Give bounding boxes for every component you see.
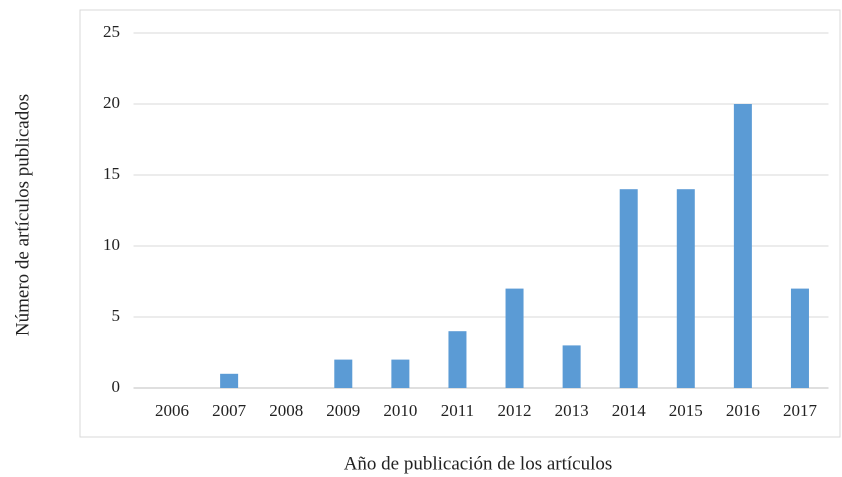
y-tick-label: 10: [103, 235, 120, 254]
x-tick-label: 2006: [155, 401, 189, 420]
x-tick-label: 2014: [612, 401, 647, 420]
y-tick-label: 0: [112, 377, 121, 396]
bar: [619, 189, 638, 388]
x-tick-label: 2008: [269, 401, 303, 420]
y-tick-label: 20: [103, 93, 120, 112]
x-tick-label: 2010: [383, 401, 417, 420]
plot-frame: [79, 9, 841, 438]
x-tick-label: 2012: [498, 401, 532, 420]
bar: [391, 359, 410, 388]
bar: [733, 104, 752, 388]
x-tick-label: 2013: [555, 401, 589, 420]
x-tick-label: 2016: [726, 401, 760, 420]
x-axis-title: Año de publicación de los artículos: [344, 453, 613, 474]
x-tick-label: 2007: [212, 401, 247, 420]
y-tick-label: 15: [103, 164, 120, 183]
bar: [505, 288, 524, 388]
x-tick-label: 2011: [441, 401, 474, 420]
x-tick-label: 2017: [783, 401, 818, 420]
y-tick-label: 25: [103, 22, 120, 41]
y-axis-title: Número de artículos publicados: [12, 94, 33, 336]
x-tick-label: 2009: [326, 401, 360, 420]
bar: [790, 288, 809, 388]
bar: [676, 189, 695, 388]
bar: [448, 331, 467, 388]
bar: [220, 373, 239, 388]
y-tick-label: 5: [112, 306, 121, 325]
x-tick-label: 2015: [669, 401, 703, 420]
bar: [334, 359, 353, 388]
bar: [562, 345, 581, 388]
